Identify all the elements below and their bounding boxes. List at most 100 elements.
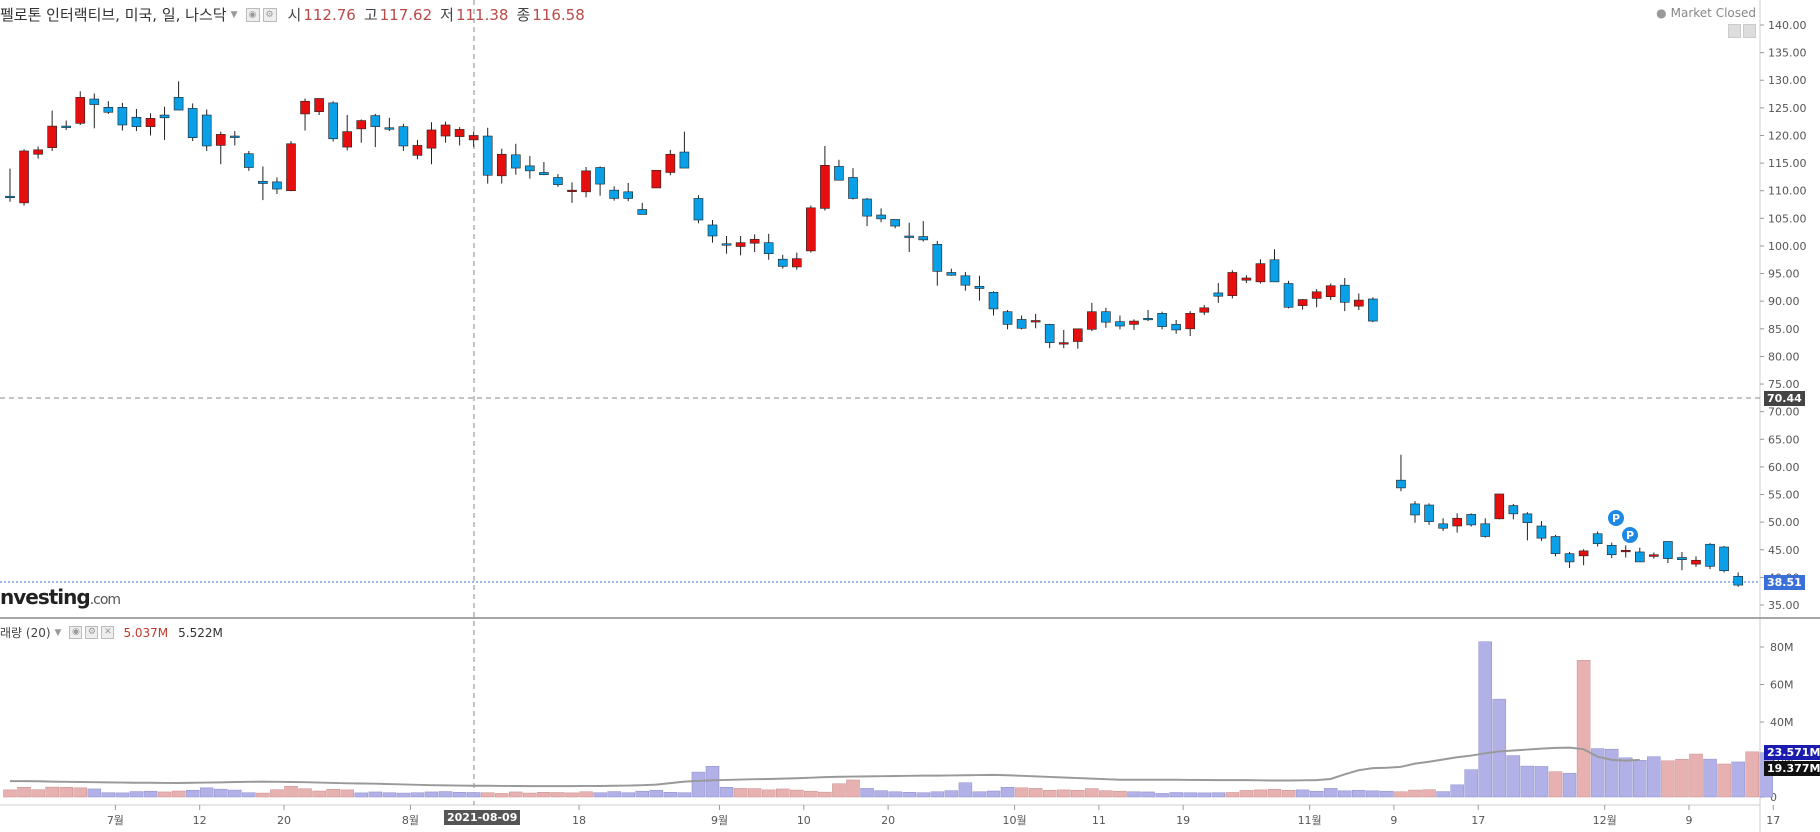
volume-bar[interactable] [242, 792, 256, 798]
volume-bar[interactable] [129, 791, 144, 798]
settings-icon[interactable]: ⚙ [262, 7, 277, 22]
candle-body[interactable] [258, 181, 268, 184]
volume-bar[interactable] [804, 790, 818, 798]
volume-bar[interactable] [537, 792, 551, 798]
volume-bar[interactable] [3, 789, 17, 798]
volume-bar[interactable] [480, 792, 495, 798]
volume-bar[interactable] [593, 792, 607, 798]
candle-body[interactable] [1522, 513, 1533, 523]
volume-bar[interactable] [1085, 788, 1099, 798]
volume-bar[interactable] [1633, 760, 1647, 798]
candle-body[interactable] [342, 131, 353, 148]
volume-bar[interactable] [1281, 790, 1296, 798]
volume-close-icon[interactable]: ✕ [101, 626, 115, 639]
volume-bar[interactable] [1014, 787, 1029, 798]
candle-body[interactable] [510, 154, 521, 169]
volume-bar[interactable] [438, 791, 453, 798]
candle-body[interactable] [159, 114, 170, 119]
candle-body[interactable] [1115, 321, 1125, 327]
volume-bar[interactable] [1295, 789, 1310, 798]
candle-body[interactable] [1705, 543, 1715, 567]
volume-bar[interactable] [635, 790, 649, 798]
volume-bar[interactable] [354, 792, 368, 798]
volume-bar[interactable] [396, 792, 411, 798]
candle-body[interactable] [721, 243, 732, 246]
volume-bar[interactable] [270, 789, 284, 798]
candle-body[interactable] [482, 135, 493, 176]
volume-bar[interactable] [143, 790, 158, 798]
candle-body[interactable] [946, 272, 957, 276]
candle-body[interactable] [5, 195, 15, 199]
volume-bar[interactable] [1155, 793, 1169, 798]
volume-bar[interactable] [719, 787, 734, 798]
volume-bar[interactable] [185, 790, 200, 798]
candle-body[interactable] [1087, 311, 1097, 330]
candle-body[interactable] [1044, 324, 1055, 343]
candle-body[interactable] [187, 108, 198, 138]
volume-bar[interactable] [860, 788, 874, 798]
volume-bar[interactable] [1253, 789, 1268, 798]
volume-bar[interactable] [284, 786, 298, 798]
candle-body[interactable] [314, 98, 324, 113]
candle-body[interactable] [595, 167, 605, 185]
volume-bar[interactable] [874, 790, 888, 798]
candle-body[interactable] [791, 258, 802, 268]
candle-body[interactable] [693, 198, 704, 221]
candle-body[interactable] [974, 285, 985, 289]
candle-body[interactable] [834, 166, 844, 181]
volume-bar[interactable] [1604, 748, 1619, 798]
candle-body[interactable] [1677, 557, 1687, 561]
candle-body[interactable] [47, 125, 57, 148]
candle-body[interactable] [749, 239, 760, 244]
candle-body[interactable] [1227, 272, 1238, 296]
candle-body[interactable] [1564, 553, 1575, 563]
candle-body[interactable] [960, 275, 971, 286]
volume-bar[interactable] [1562, 772, 1577, 798]
volume-bar[interactable] [1745, 751, 1759, 798]
candle-body[interactable] [1354, 299, 1364, 307]
candle-body[interactable] [1410, 503, 1420, 516]
candle-body[interactable] [75, 97, 86, 124]
candle-body[interactable] [440, 124, 451, 137]
candle-body[interactable] [117, 107, 128, 126]
volume-bar[interactable] [45, 786, 59, 798]
volume-bar[interactable] [705, 766, 720, 798]
volume-bar[interactable] [340, 789, 354, 798]
volume-bar[interactable] [1647, 756, 1661, 798]
candle-body[interactable] [89, 98, 100, 105]
volume-bar[interactable] [790, 789, 804, 798]
candle-body[interactable] [1466, 514, 1476, 526]
volume-bar[interactable] [1703, 758, 1717, 798]
volume-bar[interactable] [523, 792, 537, 798]
volume-bar[interactable] [312, 790, 326, 798]
p-marker[interactable] [1608, 510, 1624, 526]
volume-bar[interactable] [1675, 759, 1689, 798]
volume-bar[interactable] [1028, 788, 1043, 798]
candle-body[interactable] [932, 243, 943, 272]
candle-body[interactable] [300, 100, 310, 115]
volume-bar[interactable] [256, 792, 270, 798]
candle-body[interactable] [651, 169, 662, 189]
candle-body[interactable] [1297, 299, 1308, 306]
volume-bar[interactable] [747, 788, 762, 798]
candle-body[interactable] [1213, 292, 1224, 297]
candle-body[interactable] [553, 177, 563, 185]
volume-bar[interactable] [199, 787, 214, 798]
candle-body[interactable] [454, 129, 465, 137]
candle-body[interactable] [623, 191, 634, 199]
candle-body[interactable] [1733, 575, 1743, 586]
candle-body[interactable] [19, 150, 29, 204]
candle-body[interactable] [1620, 550, 1631, 553]
candle-body[interactable] [707, 224, 718, 237]
candle-body[interactable] [103, 107, 114, 113]
volume-bar[interactable] [1689, 753, 1703, 798]
candle-body[interactable] [1494, 493, 1505, 520]
candle-body[interactable] [496, 153, 507, 177]
candle-body[interactable] [1592, 533, 1603, 544]
volume-bar[interactable] [1534, 766, 1549, 798]
volume-bar[interactable] [382, 792, 397, 798]
volume-bar[interactable] [410, 792, 425, 798]
candle-body[interactable] [1311, 291, 1322, 299]
candle-body[interactable] [384, 127, 395, 130]
volume-bar[interactable] [1211, 792, 1226, 798]
